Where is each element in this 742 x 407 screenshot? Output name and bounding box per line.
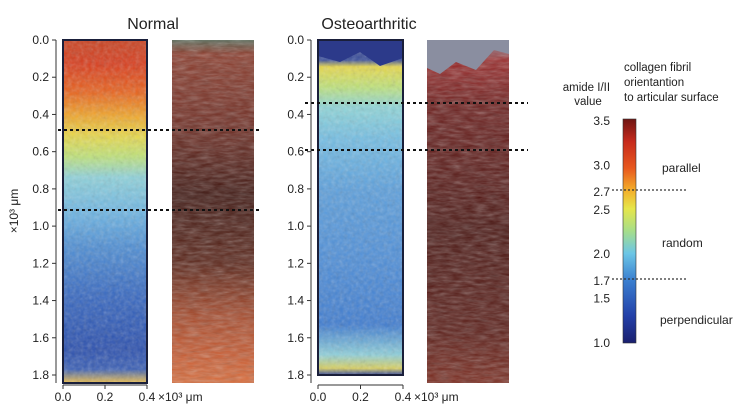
colorbar-header-orientation: collagen fibril orientantion to articula… [624,62,719,104]
normal-x-axis: 0.0 0.2 0.4 ×10³ μm [55,384,203,404]
normal-y-tick-label: 1.0 [32,219,49,233]
normal-x-tick-label: 0.4 [139,390,156,404]
normal-y-tick-label: 0.4 [32,107,49,121]
oa-y-axis: 0.0 0.2 0.4 0.6 0.8 1.0 1.2 1.4 1.6 1.8 [287,33,312,383]
colorbar-gradient [622,118,637,344]
normal-x-tick-label: 0.2 [97,390,114,404]
y-axis-label: ×10³ μm [7,189,21,234]
normal-polarized-image [172,40,254,383]
oa-y-tick-label: 0.2 [287,70,304,84]
oa-y-tick-label: 1.4 [287,294,304,308]
oa-y-tick-label: 0.6 [287,145,304,159]
normal-y-tick-label: 0.2 [32,70,49,84]
colorbar-legend: amide I/II value collagen fibril orienta… [563,62,733,350]
oa-y-tick-label: 1.6 [287,331,304,345]
oa-title: Osteoarthritic [321,16,416,33]
normal-ir-map [62,39,148,384]
normal-y-axis: 0.0 0.2 0.4 0.6 0.8 1.0 1.2 1.4 1.6 1.8 [32,33,57,383]
label-random: random [662,236,703,250]
normal-panel: Normal 0.0 0.2 0.4 0.6 0.8 1.0 1.2 1.4 1.6 1.8 0.… [7,16,262,404]
oa-polarized-image [427,40,509,383]
normal-y-tick-label: 0.6 [32,145,49,159]
colorbar-tick-label: 3.0 [593,158,610,172]
oa-ir-map [317,39,404,376]
colorbar-tick-label: 1.7 [593,274,610,288]
normal-y-tick-label: 1.6 [32,331,49,345]
oa-x-axis: 0.0 0.2 0.4 ×10³ μm [310,384,459,404]
oa-x-tick-label: 0.0 [310,390,327,404]
oa-y-tick-label: 1.0 [287,219,304,233]
colorbar-tick-label: 1.5 [593,292,610,306]
normal-x-tick-label: 0.0 [55,390,72,404]
normal-y-tick-label: 0.8 [32,182,49,196]
normal-y-tick-label: 1.2 [32,256,49,270]
colorbar-tick-label: 2.5 [593,203,610,217]
colorbar-tick-label: 2.0 [593,247,610,261]
normal-x-unit: ×10³ μm [158,390,203,404]
normal-y-tick-label: 1.4 [32,294,49,308]
oa-panel: Osteoarthritic 0.0 0.2 0.4 0.6 0.8 1.0 1.2 1.4 1… [287,16,528,404]
normal-y-tick-label: 1.8 [32,368,49,382]
label-parallel: parallel [662,161,701,175]
oa-y-tick-label: 0.4 [287,107,304,121]
oa-y-tick-label: 1.2 [287,256,304,270]
oa-y-tick-label: 0.0 [287,33,304,47]
label-perpendicular: perpendicular [660,313,733,327]
oa-x-tick-label: 0.2 [352,390,369,404]
oa-x-tick-label: 0.4 [395,390,412,404]
colorbar-header-value: amide I/II value [563,82,614,108]
colorbar-tick-label: 1.0 [593,336,610,350]
colorbar-tick-label: 3.5 [593,114,610,128]
normal-y-tick-label: 0.0 [32,33,49,47]
oa-y-tick-label: 0.8 [287,182,304,196]
normal-title: Normal [127,16,179,33]
oa-y-tick-label: 1.8 [287,368,304,382]
colorbar-tick-label: 2.7 [593,185,610,199]
oa-x-unit: ×10³ μm [414,390,459,404]
